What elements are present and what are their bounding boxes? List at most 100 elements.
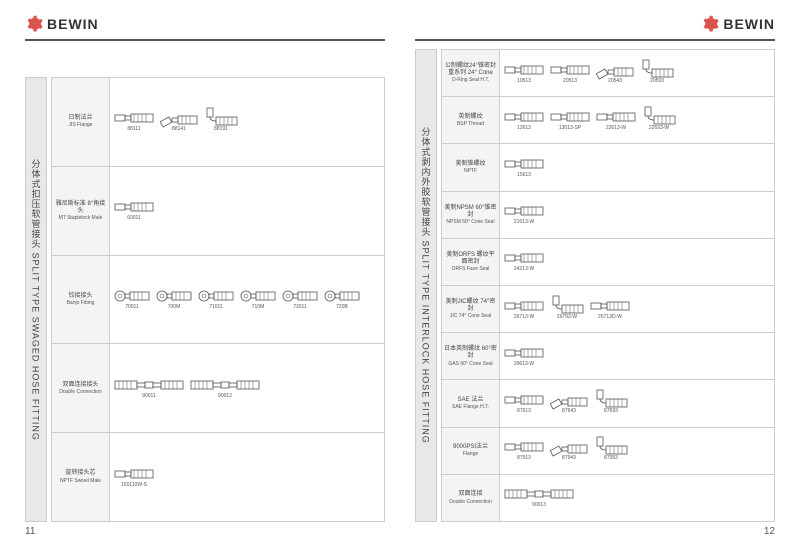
fitting-icon [324, 289, 360, 303]
fitting-code: 21613-W [514, 219, 534, 225]
fitting-code: 26713-W [514, 314, 534, 320]
row-items: 29613-W [500, 333, 774, 379]
fitting-item: 88111 [114, 111, 154, 132]
row-items: 24213-W [500, 239, 774, 285]
fitting-icon [594, 440, 628, 454]
fitting-item: 20543 [596, 63, 634, 84]
fitting-code: 26793-W [557, 314, 577, 320]
fitting-item: 720B [324, 289, 360, 310]
fitting-icon [504, 63, 544, 77]
fitting-code: 88191 [214, 126, 228, 132]
fitting-item: 20593 [640, 63, 674, 84]
fitting-icon [642, 110, 676, 124]
fitting-item: 70011 [114, 289, 150, 310]
fitting-code: 87613 [517, 408, 531, 414]
table-row: 美制ORFS 螺纹平面密封ORFS Face Seal 24213-W [442, 239, 774, 286]
brand-name: BEWIN [723, 16, 775, 32]
fitting-item: 22693-W [642, 110, 676, 131]
fitting-code: 87943 [562, 455, 576, 461]
fitting-code: 13013-SP [559, 125, 581, 131]
table-row: 9000PSI法兰Flange879138794387993 [442, 428, 774, 475]
fitting-icon [550, 63, 590, 77]
fitting-icon [550, 393, 588, 407]
table-row: 铰接接头Banjo Fitting 70011 700M 71011 710M 72011… [52, 256, 384, 345]
table-row: 美制NPSM 60°锥密封NPSM 60° Cone Seal 21613-W [442, 192, 774, 239]
table-row: 公制螺纹24°锥密封重系列 24° ConeO-Ring Seal H.T.10… [442, 50, 774, 97]
gear-icon [25, 15, 43, 33]
fitting-icon [640, 63, 674, 77]
row-items: 21613-W [500, 192, 774, 238]
fitting-item: 10513 [504, 63, 544, 84]
fitting-item: 700M [156, 289, 192, 310]
row-category-label: 美制NPSM 60°锥密封NPSM 60° Cone Seal [442, 192, 500, 238]
row-category-label: 美制锥螺纹NPTF [442, 144, 500, 190]
row-items: 26713-W 26793-W 26713D-W [500, 286, 774, 332]
table-row: 日本英制螺纹 60°密封GAS 60° Cone Seal29613-W [442, 333, 774, 380]
category-side-title: 分体式扣压软管接头 SPLIT TYPE SWAGED HOSE FITTING [25, 77, 47, 522]
fitting-item: 24213-W [504, 251, 544, 272]
fitting-code: 20543 [608, 78, 622, 84]
row-category-label: 雅尼斯标准 8°角接头MT Staplelock Male [52, 167, 110, 255]
fitting-item: 88191 [204, 111, 238, 132]
catalog-page-left: BEWIN 分体式扣压软管接头 SPLIT TYPE SWAGED HOSE F… [25, 15, 385, 537]
fitting-code: 24213-W [514, 266, 534, 272]
row-items: 87913 87943 87993 [500, 428, 774, 474]
fitting-item: 20513 [550, 63, 590, 84]
fitting-item: 87643 [550, 393, 588, 414]
page-content: 分体式剥内外胶软管接头 SPLIT TYPE INTERLOCK HOSE FI… [415, 49, 775, 522]
table-row: 英制螺纹BSP Thread1261313013-SP22613-W22693-… [442, 97, 774, 144]
fitting-item: 26793-W [550, 299, 584, 320]
fitting-icon [282, 289, 318, 303]
fitting-item: 87613 [504, 393, 544, 414]
fitting-code: 26713D-W [598, 314, 622, 320]
fitting-item: 88141 [160, 111, 198, 132]
fitting-code: 71011 [209, 304, 223, 310]
fitting-icon [114, 111, 154, 125]
fitting-icon [198, 289, 234, 303]
fitting-code: 15613 [517, 172, 531, 178]
fitting-item: 87693 [594, 393, 628, 414]
table-row: 双面连接接头Double Connection9001190012 [52, 344, 384, 433]
fitting-item: 29613-W [504, 346, 544, 367]
fitting-icon [504, 251, 544, 265]
fitting-item: 22613-W [596, 110, 636, 131]
fitting-icon [190, 378, 260, 392]
row-category-label: 双面连接Double Connection [442, 475, 500, 521]
header-divider [25, 39, 385, 41]
fitting-item: 72011 [282, 289, 318, 310]
fitting-code: 70011 [125, 304, 139, 310]
row-category-label: 英制螺纹BSP Thread [442, 97, 500, 143]
brand-logo: BEWIN [701, 15, 775, 33]
fitting-code: 90012 [218, 393, 232, 399]
row-items: 70011 700M 71011 710M 72011 720B [110, 256, 384, 344]
row-category-label: 铰接接头Banjo Fitting [52, 256, 110, 344]
row-category-label: 美制ORFS 螺纹平面密封ORFS Face Seal [442, 239, 500, 285]
fitting-code: 87693 [604, 408, 618, 414]
fitting-code: 90011 [142, 393, 156, 399]
fitting-icon [114, 200, 154, 214]
fitting-table: 日制法兰JIS Flange881118814188191雅尼斯标准 8°角接头… [51, 77, 385, 522]
fitting-icon [504, 110, 544, 124]
fitting-icon [596, 63, 634, 77]
fitting-item: 87913 [504, 440, 544, 461]
fitting-item: 71011 [198, 289, 234, 310]
fitting-item: 15613 [504, 157, 544, 178]
fitting-code: 150110W-S [121, 482, 147, 488]
fitting-item: 710M [240, 289, 276, 310]
fitting-icon [204, 111, 238, 125]
fitting-icon [114, 378, 184, 392]
fitting-item: 87993 [594, 440, 628, 461]
category-side-title: 分体式剥内外胶软管接头 SPLIT TYPE INTERLOCK HOSE FI… [415, 49, 437, 522]
row-items: 15613 [500, 144, 774, 190]
fitting-code: 87993 [604, 455, 618, 461]
table-row: 美制锥螺纹NPTF 15613 [442, 144, 774, 191]
row-items: 150110W-S [110, 433, 384, 521]
fitting-icon [114, 289, 150, 303]
row-category-label: 美制JIC螺纹 74°密封JIC 74° Cone Seal [442, 286, 500, 332]
row-items: 87613 87643 87693 [500, 380, 774, 426]
row-category-label: 日本英制螺纹 60°密封GAS 60° Cone Seal [442, 333, 500, 379]
fitting-item: 90011 [114, 378, 184, 399]
fitting-icon [160, 111, 198, 125]
row-items: 90013 [500, 475, 774, 521]
table-row: 雅尼斯标准 8°角接头MT Staplelock Male60011 [52, 167, 384, 256]
